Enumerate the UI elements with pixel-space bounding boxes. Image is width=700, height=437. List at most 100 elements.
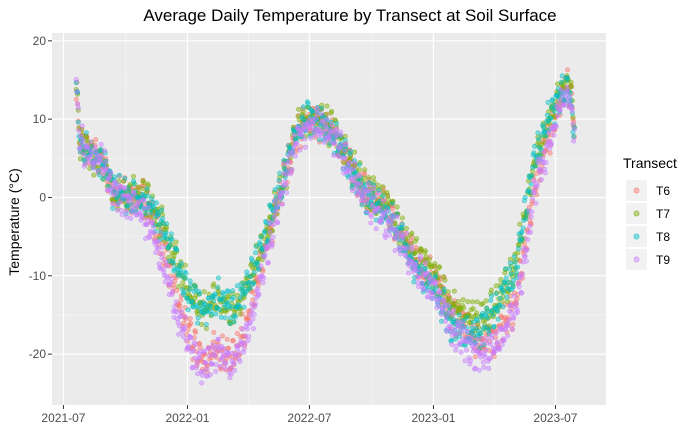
data-point-t9 — [508, 302, 514, 308]
data-point-t9 — [188, 335, 194, 341]
x-tick-label: 2022-01 — [165, 411, 209, 425]
data-point-t7 — [352, 149, 358, 155]
data-point-t7 — [432, 261, 438, 267]
data-point-t9 — [226, 350, 232, 356]
data-point-t8 — [493, 291, 499, 297]
data-point-t9 — [228, 365, 234, 371]
data-point-t8 — [262, 228, 268, 234]
data-point-t8 — [399, 222, 405, 228]
data-point-t7 — [356, 167, 362, 173]
data-point-t9 — [373, 226, 379, 232]
data-point-t9 — [331, 140, 337, 146]
data-point-t8 — [153, 200, 159, 206]
data-point-t9 — [341, 170, 347, 176]
data-point-t8 — [158, 229, 164, 235]
data-point-t9 — [469, 335, 475, 341]
data-point-t9 — [505, 323, 511, 329]
data-point-t9 — [468, 358, 474, 364]
data-point-t7 — [507, 256, 513, 262]
data-point-t9 — [350, 188, 356, 194]
data-point-t9 — [141, 198, 147, 204]
data-point-t9 — [424, 270, 430, 276]
data-point-t7 — [173, 239, 179, 245]
data-point-t9 — [212, 353, 218, 359]
data-point-t9 — [279, 190, 285, 196]
data-point-t8 — [186, 287, 192, 293]
data-point-t7 — [91, 172, 97, 178]
data-point-t9 — [213, 362, 219, 368]
data-point-t8 — [464, 314, 470, 320]
data-point-t9 — [484, 336, 490, 342]
data-point-t9 — [447, 324, 453, 330]
data-point-t7 — [300, 109, 306, 115]
data-point-t7 — [135, 184, 141, 190]
data-point-t9 — [291, 132, 297, 138]
data-point-t9 — [91, 161, 97, 167]
data-point-t9 — [193, 365, 199, 371]
data-point-t9 — [118, 208, 124, 214]
data-point-t9 — [437, 290, 443, 296]
data-point-t9 — [486, 356, 492, 362]
data-point-t8 — [348, 148, 354, 154]
data-point-t9 — [458, 349, 464, 355]
data-point-t7 — [182, 262, 188, 268]
data-point-t9 — [178, 313, 184, 319]
data-point-t9 — [129, 209, 135, 215]
data-point-t7 — [366, 175, 372, 181]
data-point-t9 — [540, 156, 546, 162]
data-point-t8 — [501, 289, 507, 295]
data-point-t8 — [497, 295, 503, 301]
data-point-t9 — [213, 368, 219, 374]
data-point-t9 — [82, 161, 88, 167]
data-point-t8 — [510, 284, 516, 290]
data-point-t9 — [347, 160, 353, 166]
data-point-t9 — [530, 195, 536, 201]
data-point-t9 — [463, 347, 469, 353]
data-point-t9 — [356, 173, 362, 179]
data-point-t9 — [79, 123, 85, 129]
data-point-t9 — [527, 223, 533, 229]
data-point-t7 — [465, 299, 471, 305]
data-point-t9 — [174, 309, 180, 315]
data-point-t9 — [570, 121, 576, 127]
data-point-t7 — [139, 186, 145, 192]
data-point-t9 — [389, 219, 395, 225]
data-point-t9 — [108, 169, 114, 175]
data-point-t9 — [533, 200, 539, 206]
data-point-t8 — [359, 202, 365, 208]
data-point-t7 — [120, 178, 126, 184]
data-point-t8 — [231, 319, 237, 325]
data-point-t7 — [201, 289, 207, 295]
data-point-t9 — [131, 191, 137, 197]
data-point-t7 — [79, 127, 85, 133]
data-point-t9 — [518, 289, 524, 295]
data-point-t9 — [523, 258, 529, 264]
data-point-t8 — [370, 182, 376, 188]
data-point-t9 — [127, 199, 133, 205]
data-point-t9 — [233, 352, 239, 358]
data-point-t7 — [180, 280, 186, 286]
data-point-t8 — [100, 176, 106, 182]
data-point-t9 — [139, 215, 145, 221]
legend-key-t9 — [633, 256, 640, 263]
data-point-t8 — [221, 291, 227, 297]
data-point-t9 — [381, 198, 387, 204]
data-point-t8 — [131, 181, 137, 187]
data-point-t9 — [341, 155, 347, 161]
data-point-t9 — [272, 198, 278, 204]
data-point-t9 — [456, 323, 462, 329]
data-point-t9 — [441, 299, 447, 305]
data-point-t8 — [491, 324, 497, 330]
data-point-t7 — [474, 310, 480, 316]
data-point-t9 — [480, 359, 486, 365]
data-point-t8 — [217, 307, 223, 313]
data-point-t9 — [528, 229, 534, 235]
data-point-t9 — [569, 108, 575, 114]
data-point-t9 — [505, 333, 511, 339]
data-point-t9 — [434, 305, 440, 311]
data-point-t8 — [300, 116, 306, 122]
data-point-t9 — [267, 229, 273, 235]
data-point-t8 — [195, 320, 201, 326]
data-point-t7 — [199, 322, 205, 328]
data-point-t9 — [559, 87, 565, 93]
